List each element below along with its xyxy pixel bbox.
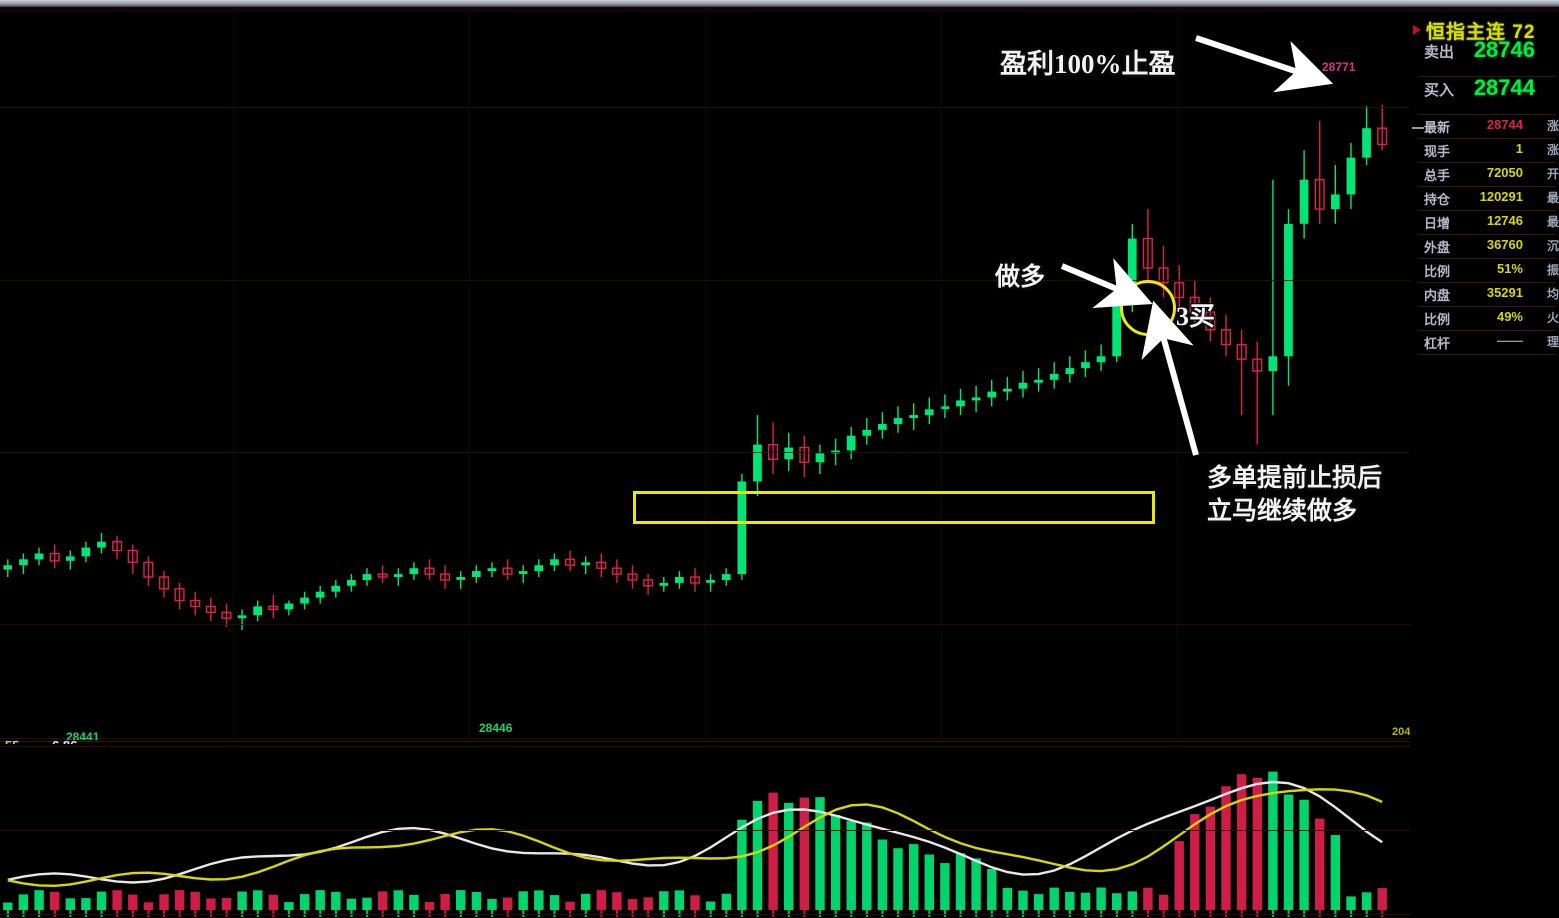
quote-row-label: 内盘	[1424, 288, 1451, 303]
price-label-left-low: 28441	[66, 730, 100, 740]
quote-row-separator	[1418, 210, 1556, 211]
quote-row-9[interactable]: 内盘 35291 均	[1410, 283, 1559, 307]
quote-row-label: 比例	[1424, 264, 1451, 279]
quote-row-value: 12746	[1486, 213, 1523, 228]
quote-row-separator	[1418, 258, 1556, 259]
quote-row-separator	[1418, 138, 1556, 139]
quote-row-separator	[1418, 162, 1556, 163]
quote-row-label: 日增	[1424, 216, 1451, 231]
quote-row-separator	[1418, 282, 1556, 283]
quote-row-11[interactable]: 杠杆 —— 理	[1410, 331, 1559, 355]
candlestick-series	[3, 104, 1388, 630]
price-label-right-edge: 2046	[1392, 726, 1410, 738]
quote-row-value: 72050	[1486, 165, 1523, 180]
annotation-third-buy: 3买	[1176, 302, 1216, 331]
consolidation-range-box	[633, 491, 1155, 524]
quote-row-separator	[1418, 306, 1556, 307]
quote-row-separator	[1418, 354, 1556, 355]
quote-row-1[interactable]: 买入 28744	[1410, 75, 1559, 101]
quote-row-right-label: 最	[1546, 215, 1559, 229]
quote-row-value: ——	[1497, 333, 1523, 348]
quote-row-right-label: 火	[1546, 311, 1559, 325]
quote-row-label: 杠杆	[1424, 336, 1451, 351]
quote-row-value: 28744	[1486, 117, 1523, 132]
quote-row-separator	[1418, 330, 1556, 331]
title-bar-shadow	[0, 7, 1410, 12]
indicator-series	[3, 771, 1387, 917]
annotation-go-long: 做多	[995, 264, 1046, 291]
quote-row-5[interactable]: 持仓 120291 最	[1410, 187, 1559, 211]
quote-row-6[interactable]: 日增 12746 最	[1410, 211, 1559, 235]
instrument-code: 72	[1512, 22, 1536, 43]
quote-row-7[interactable]: 外盘 36760 沉	[1410, 235, 1559, 259]
annotation-stop-loss-line1: 多单提前止损后	[1207, 465, 1383, 492]
quote-row-right-label: 涨	[1546, 119, 1559, 133]
instrument-title: 恒指主连 72	[1426, 17, 1535, 44]
quote-row-label: 卖出	[1424, 44, 1455, 61]
quote-row-value: 36760	[1486, 237, 1523, 252]
quote-row-separator	[1418, 114, 1556, 115]
quote-row-10[interactable]: 比例 49% 火	[1410, 307, 1559, 331]
selected-marker-icon	[1413, 25, 1421, 35]
quote-row-value: 1	[1515, 141, 1523, 156]
quote-row-label: 总手	[1424, 168, 1451, 183]
indicator-pane[interactable]	[0, 744, 1410, 918]
quote-row-label: 现手	[1424, 144, 1451, 159]
quote-row-8[interactable]: 比例 51% 振	[1410, 259, 1559, 283]
quote-row-value: 49%	[1496, 309, 1523, 324]
quote-row-right-label: 理	[1546, 335, 1559, 349]
quote-row-right-label: 均	[1546, 287, 1559, 301]
annotation-stop-loss: 多单提前止损后 立马继续做多	[1207, 462, 1382, 528]
quote-row-value: 28746	[1473, 37, 1535, 62]
quote-row-2[interactable]: 最新 28744 涨	[1410, 115, 1559, 139]
quote-row-right-label: 沉	[1546, 239, 1559, 253]
pane-divider	[0, 741, 1410, 742]
quote-row-value: 120291	[1479, 189, 1523, 204]
quote-row-3[interactable]: 现手 1 涨	[1410, 139, 1559, 163]
quote-row-separator	[1418, 186, 1556, 187]
quote-panel[interactable]: 恒指主连 72 卖出 28746 买入 28744 最新 28744 涨现手 1 涨总手 7205…	[1410, 7, 1559, 918]
quote-row-value: 35291	[1486, 285, 1523, 300]
quote-row-separator	[1418, 234, 1556, 235]
quote-row-right-label: 振	[1546, 263, 1559, 277]
quote-row-value: 28744	[1473, 75, 1535, 100]
quote-row-label: 持仓	[1424, 192, 1451, 207]
quote-row-right-label: 最	[1546, 191, 1559, 205]
quote-row-label: 外盘	[1424, 240, 1451, 255]
instrument-name: 恒指主连	[1426, 22, 1507, 43]
window-title-bar	[0, 0, 1559, 7]
quote-row-right-label: 涨	[1546, 143, 1559, 157]
annotation-stop-loss-line2: 立马继续做多	[1207, 498, 1358, 525]
quote-row-value: 51%	[1496, 261, 1523, 276]
quote-row-4[interactable]: 总手 72050 开	[1410, 163, 1559, 187]
latest-row-indicator-icon	[1412, 127, 1424, 129]
quote-row-separator	[1418, 76, 1556, 77]
quote-row-0[interactable]: 卖出 28746	[1410, 37, 1559, 63]
quote-panel-top-border	[1410, 7, 1559, 12]
quote-row-label: 比例	[1424, 312, 1451, 327]
quote-row-label: 最新	[1424, 120, 1451, 135]
quote-row-label: 买入	[1424, 82, 1455, 99]
price-label-swing-low: 28446	[479, 721, 513, 735]
annotation-take-profit: 盈利100%止盈	[1000, 49, 1176, 79]
quote-row-right-label: 开	[1546, 167, 1559, 181]
